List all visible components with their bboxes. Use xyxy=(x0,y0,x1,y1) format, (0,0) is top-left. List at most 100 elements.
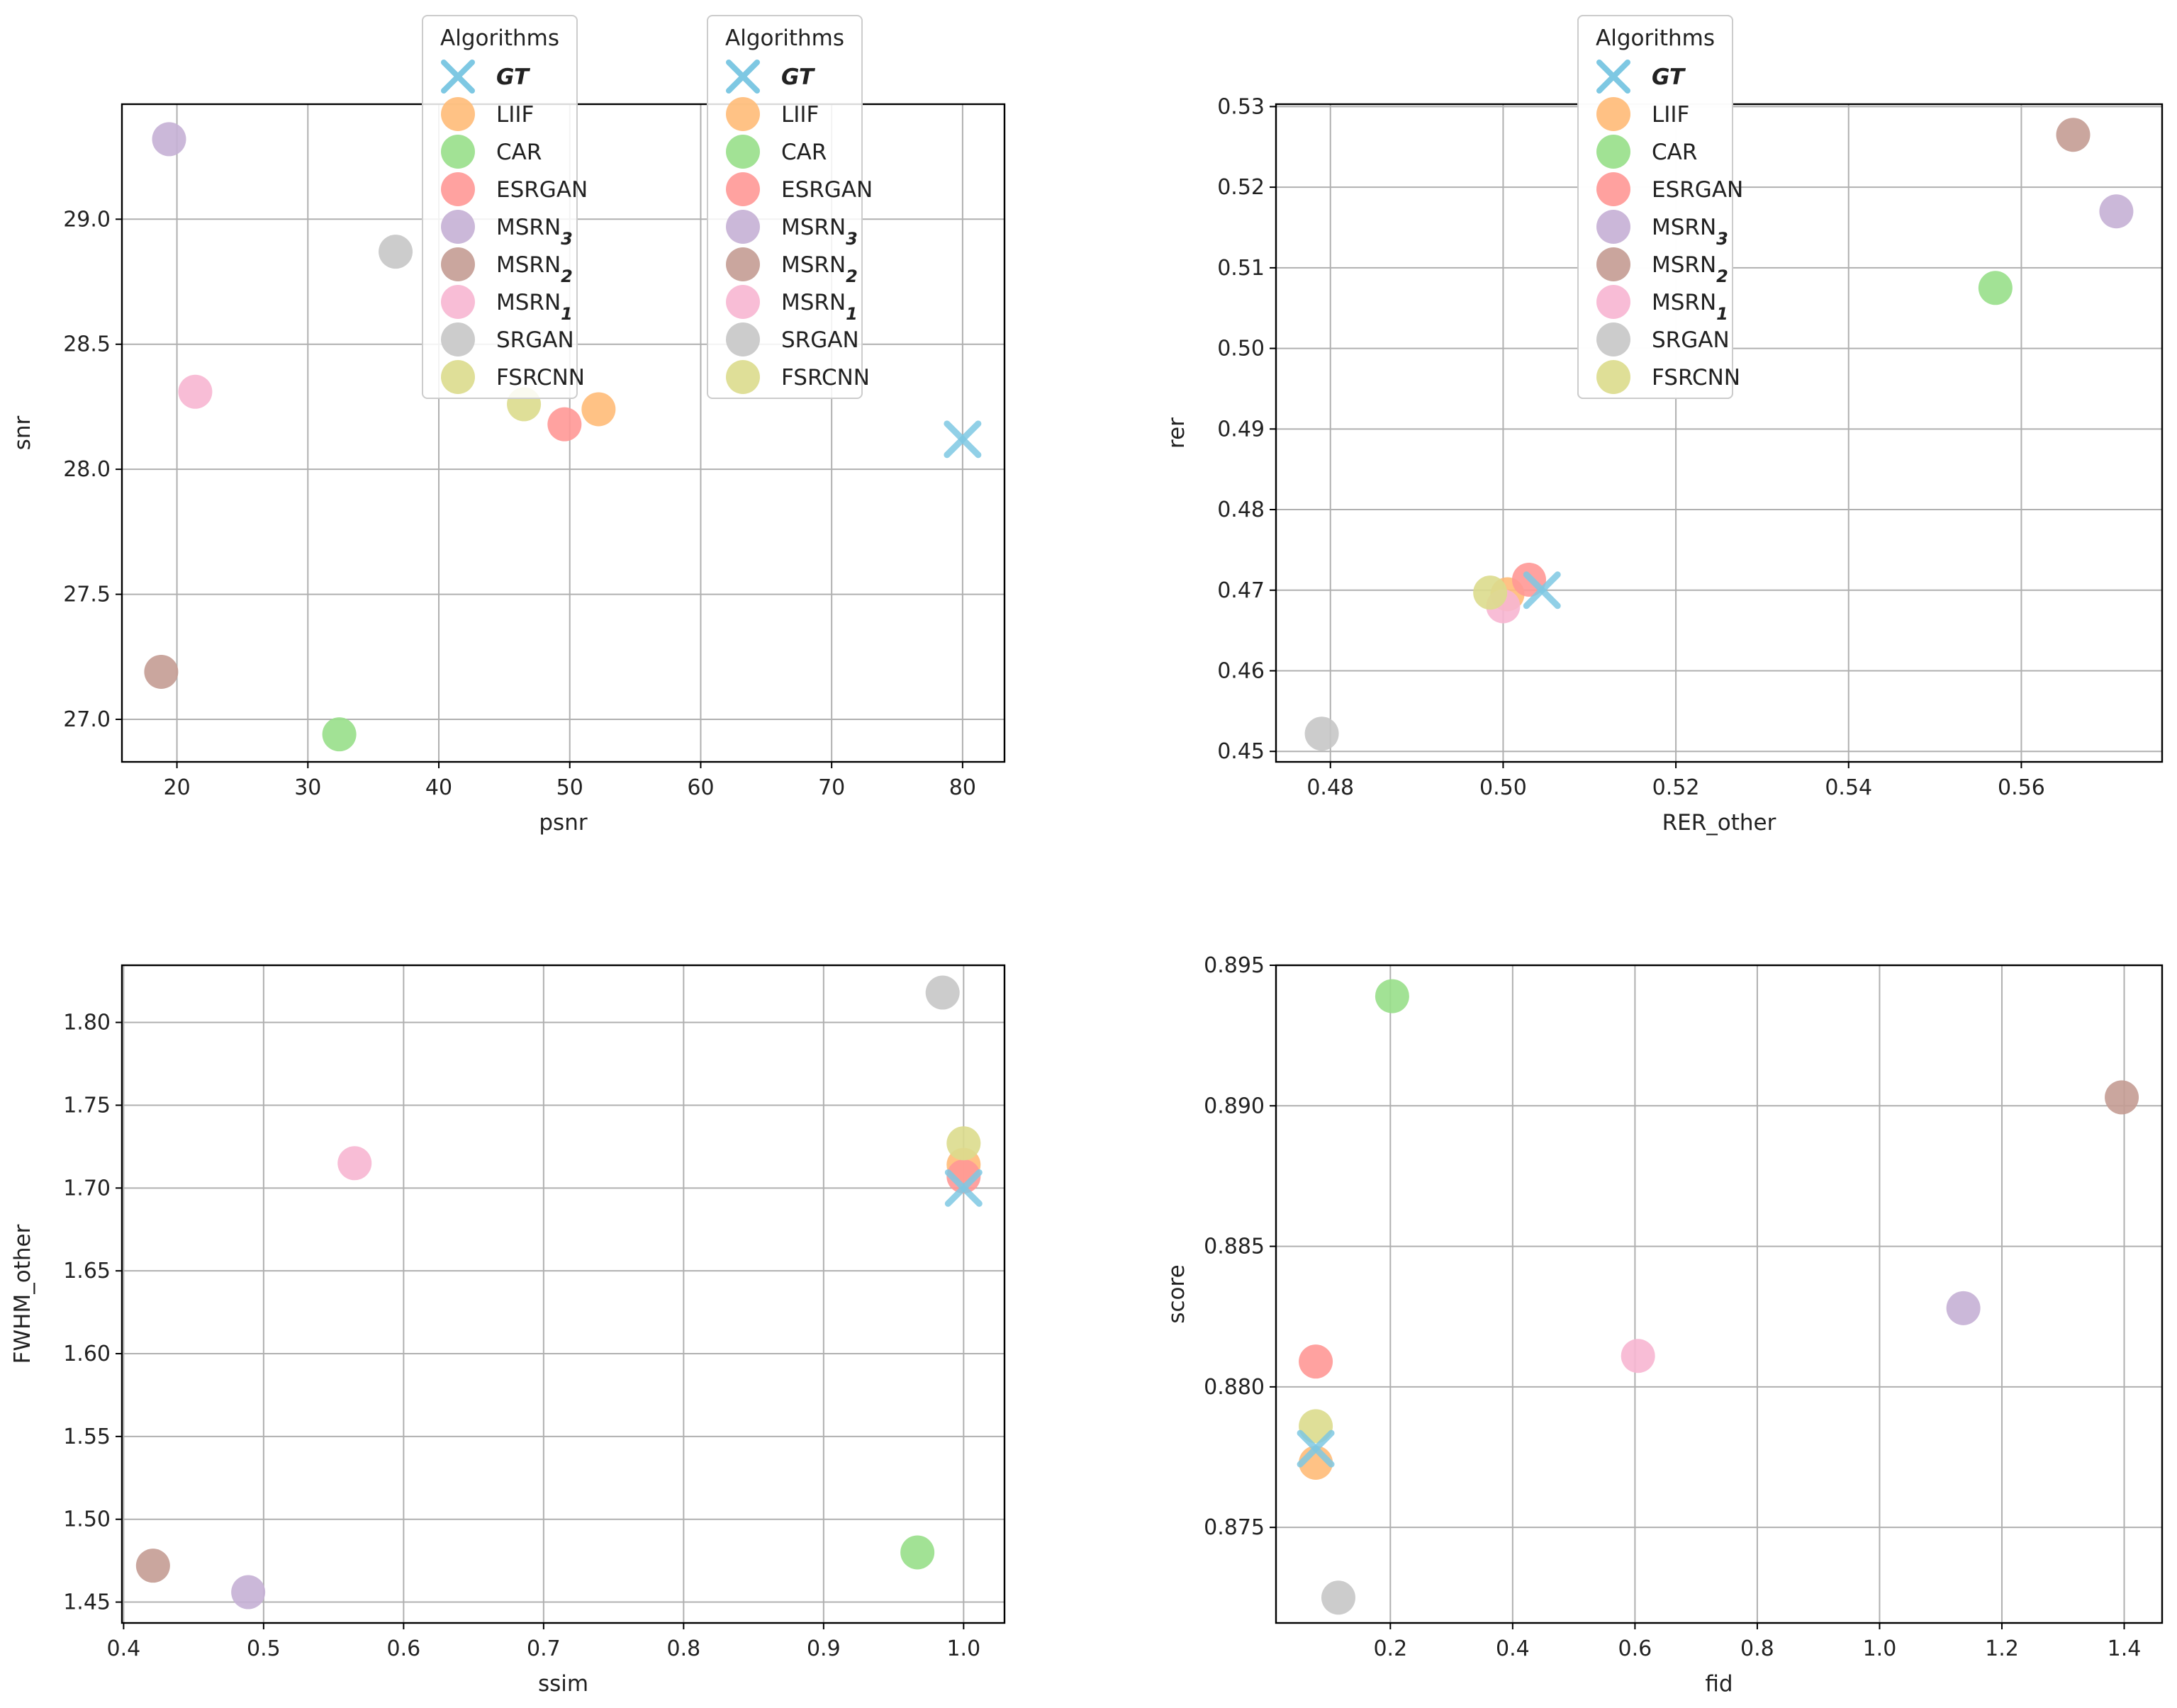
legend-entry-liif: LIIF xyxy=(441,97,534,131)
legend-label: SRGAN xyxy=(781,327,859,353)
legend-marker xyxy=(441,247,475,281)
legend-marker xyxy=(726,247,760,281)
point-srgan xyxy=(925,975,960,1010)
y-tick-label: 29.0 xyxy=(63,207,111,232)
point-msrn-1 xyxy=(337,1146,372,1181)
y-tick-label: 0.51 xyxy=(1217,256,1265,281)
x-tick-label: 0.56 xyxy=(1998,775,2045,800)
legend-title: Algorithms xyxy=(725,26,844,51)
y-axis-label: rer xyxy=(1164,417,1190,449)
legend-label: GT xyxy=(1652,64,1686,90)
y-tick-label: 1.75 xyxy=(63,1093,111,1118)
point-esrgan xyxy=(547,407,582,442)
legend-entry-liif: LIIF xyxy=(726,97,819,131)
legend: AlgorithmsGTLIIFCARESRGANMSRN3MSRN2MSRN1… xyxy=(422,15,588,399)
y-tick-label: 27.0 xyxy=(63,707,111,732)
point-srgan xyxy=(379,235,413,269)
x-tick-label: 50 xyxy=(556,775,583,800)
y-tick-label: 1.55 xyxy=(63,1425,111,1449)
legend-entry-fsrcnn: FSRCNN xyxy=(726,360,870,394)
x-axis-label: ssim xyxy=(538,1671,588,1697)
subplot-1: 20 30 40 50 60 70 80 27.0 27.5 28.0 28.5 29.0 psnr sn… xyxy=(10,15,1006,836)
legend-marker xyxy=(1596,172,1630,206)
point-fsrcnn xyxy=(1299,1409,1333,1444)
legend-marker xyxy=(726,97,760,131)
x-tick-label: 60 xyxy=(687,775,714,800)
legend-marker xyxy=(1596,360,1630,394)
subplot-3: 0.4 0.5 0.6 0.7 0.8 0.9 1.0 1.45 1.50 1.55 1.60 1.6… xyxy=(10,15,1006,1697)
legend-marker xyxy=(726,322,760,356)
x-tick-label: 0.8 xyxy=(666,1636,700,1661)
legend-marker xyxy=(441,322,475,356)
legend-entry-gt: GT xyxy=(441,60,531,94)
point-msrn-2 xyxy=(135,1549,170,1583)
point-fsrcnn xyxy=(1473,575,1508,610)
point-gt xyxy=(1297,1429,1335,1468)
legend-label: SRGAN xyxy=(1652,327,1730,353)
legend-marker xyxy=(441,97,475,131)
x-tick-label: 0.9 xyxy=(807,1636,841,1661)
x-tick-label: 80 xyxy=(949,775,976,800)
y-tick-label: 0.45 xyxy=(1217,739,1265,764)
x-axis-label: fid xyxy=(1705,1671,1733,1697)
legend-label: FSRCNN xyxy=(496,365,585,391)
y-tick-label: 0.53 xyxy=(1217,94,1265,119)
point-car xyxy=(1375,979,1409,1013)
y-tick-label: 0.875 xyxy=(1204,1515,1265,1540)
point-msrn-3 xyxy=(152,122,186,157)
legend-marker xyxy=(1596,322,1630,356)
legend-entry-esrgan: ESRGAN xyxy=(1596,172,1743,206)
y-tick-label: 1.45 xyxy=(63,1590,111,1615)
legend-label: CAR xyxy=(1652,140,1697,165)
x-tick-label: 0.6 xyxy=(386,1636,420,1661)
legend-marker xyxy=(1596,135,1630,169)
legend-label: GT xyxy=(496,64,531,90)
point-srgan xyxy=(1321,1580,1355,1615)
y-axis-label: score xyxy=(1164,1264,1190,1323)
legend-label: LIIF xyxy=(781,102,819,128)
point-car xyxy=(322,717,357,752)
y-tick-label: 1.65 xyxy=(63,1259,111,1283)
point-liif xyxy=(581,392,616,427)
point-msrn-2 xyxy=(2056,118,2091,152)
x-tick-label: 0.52 xyxy=(1652,775,1700,800)
point-fsrcnn xyxy=(946,1126,981,1161)
x-tick-label: 1.2 xyxy=(1985,1636,2019,1661)
legend-marker xyxy=(441,210,475,244)
legend-marker xyxy=(441,60,475,94)
x-tick-label: 0.4 xyxy=(107,1636,141,1661)
x-axis-label: RER_other xyxy=(1662,810,1776,836)
y-tick-label: 0.48 xyxy=(1217,498,1265,522)
y-tick-label: 0.52 xyxy=(1217,175,1265,200)
legend-marker xyxy=(441,360,475,394)
legend-marker xyxy=(726,360,760,394)
x-tick-label: 0.50 xyxy=(1479,775,1527,800)
legend-entry-srgan: SRGAN xyxy=(1596,322,1730,356)
x-tick-label: 70 xyxy=(818,775,845,800)
point-msrn-2 xyxy=(2105,1080,2139,1115)
legend-entry-car: CAR xyxy=(1596,135,1697,169)
legend-marker xyxy=(1596,247,1630,281)
legend: AlgorithmsGTLIIFCARESRGANMSRN3MSRN2MSRN1… xyxy=(1577,15,1743,399)
x-tick-label: 0.5 xyxy=(247,1636,281,1661)
legend-label: ESRGAN xyxy=(496,177,588,203)
x-tick-label: 0.8 xyxy=(1740,1636,1774,1661)
legend-entry-esrgan: ESRGAN xyxy=(441,172,588,206)
legend-entry-fsrcnn: FSRCNN xyxy=(1596,360,1740,394)
x-axis-label: psnr xyxy=(539,810,587,836)
legend-entry-fsrcnn: FSRCNN xyxy=(441,360,585,394)
legend-marker xyxy=(726,135,760,169)
x-tick-label: 0.7 xyxy=(527,1636,561,1661)
legend-entry-gt: GT xyxy=(726,60,816,94)
legend-marker xyxy=(441,285,475,319)
legend-label: FSRCNN xyxy=(1652,365,1740,391)
point-car xyxy=(900,1535,935,1570)
y-tick-label: 0.880 xyxy=(1204,1375,1265,1400)
x-tick-label: 0.6 xyxy=(1618,1636,1652,1661)
legend-label: SRGAN xyxy=(496,327,574,353)
legend-marker xyxy=(726,172,760,206)
y-axis-label: snr xyxy=(10,415,35,450)
legend-label: CAR xyxy=(496,140,542,165)
x-tick-label: 0.2 xyxy=(1373,1636,1407,1661)
legend-label: CAR xyxy=(781,140,827,165)
